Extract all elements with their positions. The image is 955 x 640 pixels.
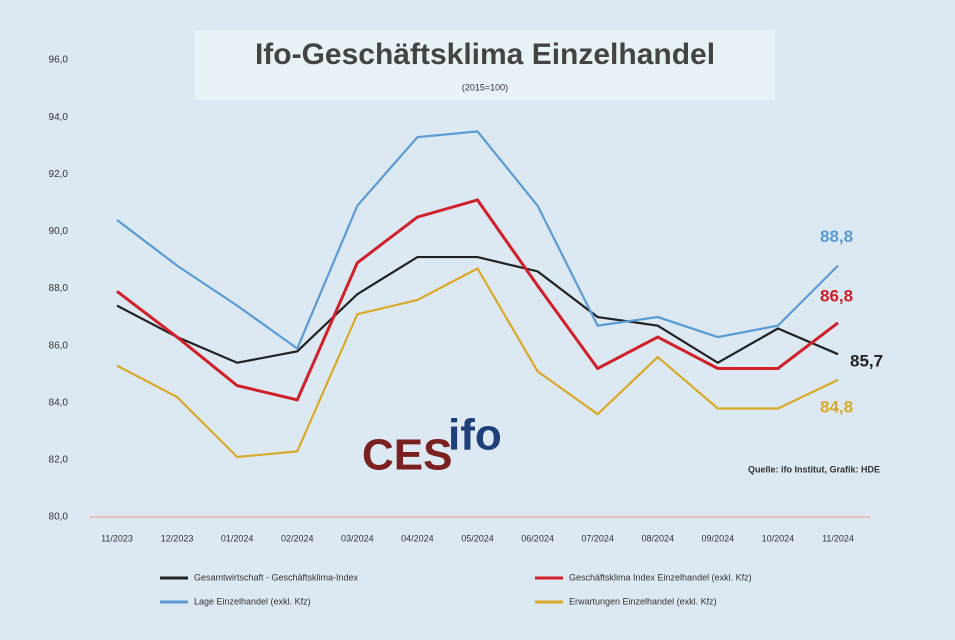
- legend-label: Geschäftsklima Index Einzelhandel (exkl.…: [569, 572, 752, 582]
- series-line: [116, 130, 839, 351]
- y-tick-label: 82,0: [49, 455, 69, 466]
- x-tick-label: 10/2024: [762, 533, 795, 543]
- x-tick-label: 11/2024: [822, 533, 854, 543]
- y-tick-label: 88,0: [49, 283, 69, 294]
- x-tick-label: 05/2024: [461, 533, 494, 543]
- value-label: 84,8: [820, 397, 853, 416]
- value-label: 85,7: [850, 352, 883, 371]
- x-tick-label: 06/2024: [521, 533, 554, 543]
- x-tick-label: 01/2024: [221, 533, 254, 543]
- series-line: [116, 255, 839, 365]
- x-tick-label: 12/2023: [161, 533, 194, 543]
- chart-title: Ifo-Geschäftsklima Einzelhandel: [255, 38, 715, 71]
- series-line: [116, 267, 839, 459]
- value-label: 86,8: [820, 286, 853, 305]
- x-tick-label: 11/2023: [101, 533, 133, 543]
- x-tick-label: 09/2024: [702, 533, 735, 543]
- series-line: [116, 198, 839, 402]
- value-label: 88,8: [820, 227, 853, 246]
- x-tick-label: 02/2024: [281, 533, 314, 543]
- y-tick-label: 84,0: [49, 397, 69, 408]
- legend-label: Erwartungen Einzelhandel (exkl. Kfz): [569, 596, 717, 606]
- y-tick-label: 90,0: [49, 226, 69, 237]
- x-tick-label: 07/2024: [581, 533, 614, 543]
- y-tick-label: 80,0: [49, 512, 69, 523]
- x-tick-label: 08/2024: [641, 533, 674, 543]
- source: Quelle: ifo Institut, Grafik: HDE: [748, 464, 880, 474]
- y-tick-label: 92,0: [49, 169, 69, 180]
- logo-right: ifo: [448, 411, 502, 460]
- logo-left: CES: [362, 431, 452, 480]
- legend-label: Gesamtwirtschaft - Geschäftsklima-Index: [194, 572, 359, 582]
- y-tick-label: 96,0: [49, 55, 69, 66]
- y-tick-label: 94,0: [49, 112, 69, 123]
- title-box: [195, 30, 775, 100]
- chart-subtitle: (2015=100): [462, 82, 508, 92]
- legend-label: Lage Einzelhandel (exkl. Kfz): [194, 596, 311, 606]
- x-tick-label: 03/2024: [341, 533, 374, 543]
- x-tick-label: 04/2024: [401, 533, 434, 543]
- y-tick-label: 86,0: [49, 340, 69, 351]
